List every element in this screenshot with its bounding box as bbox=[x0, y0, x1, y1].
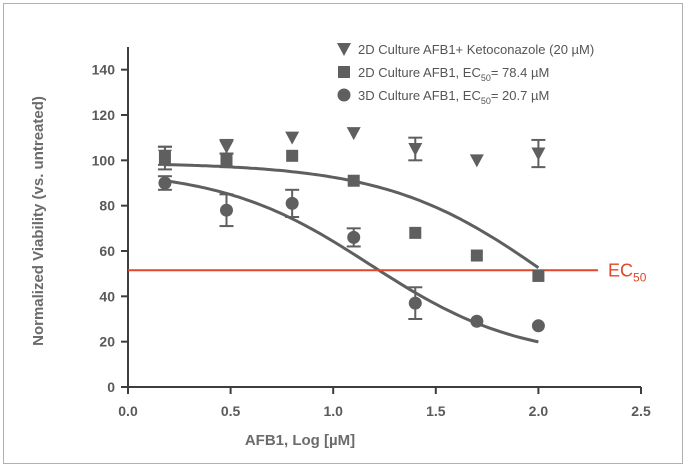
x-tick-label: 0.0 bbox=[118, 403, 138, 419]
data-point bbox=[470, 249, 483, 262]
data-point bbox=[531, 319, 545, 333]
data-point bbox=[408, 143, 423, 156]
y-tick-label: 140 bbox=[92, 62, 116, 78]
data-point bbox=[470, 314, 484, 328]
data-point bbox=[286, 149, 299, 162]
y-tick-label: 80 bbox=[99, 198, 115, 214]
data-point bbox=[158, 152, 171, 165]
data-point bbox=[285, 196, 299, 210]
data-point bbox=[158, 176, 172, 190]
x-tick-label: 1.0 bbox=[323, 403, 343, 419]
ec50-label-sub: 50 bbox=[633, 270, 647, 284]
data-point bbox=[347, 230, 361, 244]
data-point bbox=[532, 269, 545, 282]
legend-label: 2D Culture AFB1, EC50= 78.4 µM bbox=[358, 65, 549, 83]
x-tick-label: 2.0 bbox=[529, 403, 549, 419]
data-point bbox=[469, 154, 484, 168]
legend-label-sub: 50 bbox=[481, 96, 491, 106]
chart-frame bbox=[3, 3, 683, 464]
y-tick-label: 60 bbox=[99, 243, 115, 259]
data-point bbox=[409, 226, 422, 239]
data-point bbox=[408, 296, 422, 310]
legend-label-main: 3D Culture AFB1, EC bbox=[358, 88, 481, 103]
legend-marker bbox=[338, 66, 350, 78]
x-axis-title: AFB1, Log [µM] bbox=[245, 432, 355, 449]
legend: 2D Culture AFB1+ Ketoconazole (20 µM) 2D … bbox=[337, 42, 594, 106]
y-tick-label: 100 bbox=[92, 152, 116, 168]
data-point bbox=[219, 203, 233, 217]
ec50-label-main: EC bbox=[608, 260, 633, 280]
legend-marker bbox=[337, 88, 351, 102]
legend-marker bbox=[337, 43, 351, 56]
data-point bbox=[346, 127, 361, 141]
data-point bbox=[347, 174, 360, 187]
x-tick-label: 0.5 bbox=[221, 403, 241, 419]
legend-label-after: = 78.4 µM bbox=[491, 65, 549, 80]
data-point bbox=[220, 154, 233, 167]
legend-label-after: = 20.7 µM bbox=[491, 88, 549, 103]
y-tick-label: 120 bbox=[92, 107, 116, 123]
ec50-line-group: EC50 bbox=[128, 260, 647, 284]
data-marks bbox=[157, 127, 546, 333]
legend-label: 2D Culture AFB1+ Ketoconazole (20 µM) bbox=[358, 42, 594, 57]
data-point bbox=[285, 131, 300, 145]
y-tick-label: 0 bbox=[107, 379, 115, 395]
legend-label: 3D Culture AFB1, EC50= 20.7 µM bbox=[358, 88, 549, 106]
x-tick-label: 2.5 bbox=[631, 403, 651, 419]
x-tick-label: 1.5 bbox=[426, 403, 446, 419]
y-tick-label: 20 bbox=[99, 334, 115, 350]
legend-label-main: 2D Culture AFB1+ Ketoconazole (20 µM) bbox=[358, 42, 594, 57]
y-axis-title: Normalized Viability (vs. untreated) bbox=[30, 96, 47, 346]
data-point bbox=[531, 147, 546, 161]
axes: 0.0 0.5 1.0 1.5 2.0 2.5 0 20 40 60 80 100 120 140 bbox=[92, 47, 651, 419]
data-point bbox=[219, 140, 234, 154]
ec50-label: EC50 bbox=[608, 260, 647, 284]
legend-label-sub: 50 bbox=[481, 73, 491, 83]
legend-label-main: 2D Culture AFB1, EC bbox=[358, 65, 481, 80]
y-tick-label: 40 bbox=[99, 288, 115, 304]
